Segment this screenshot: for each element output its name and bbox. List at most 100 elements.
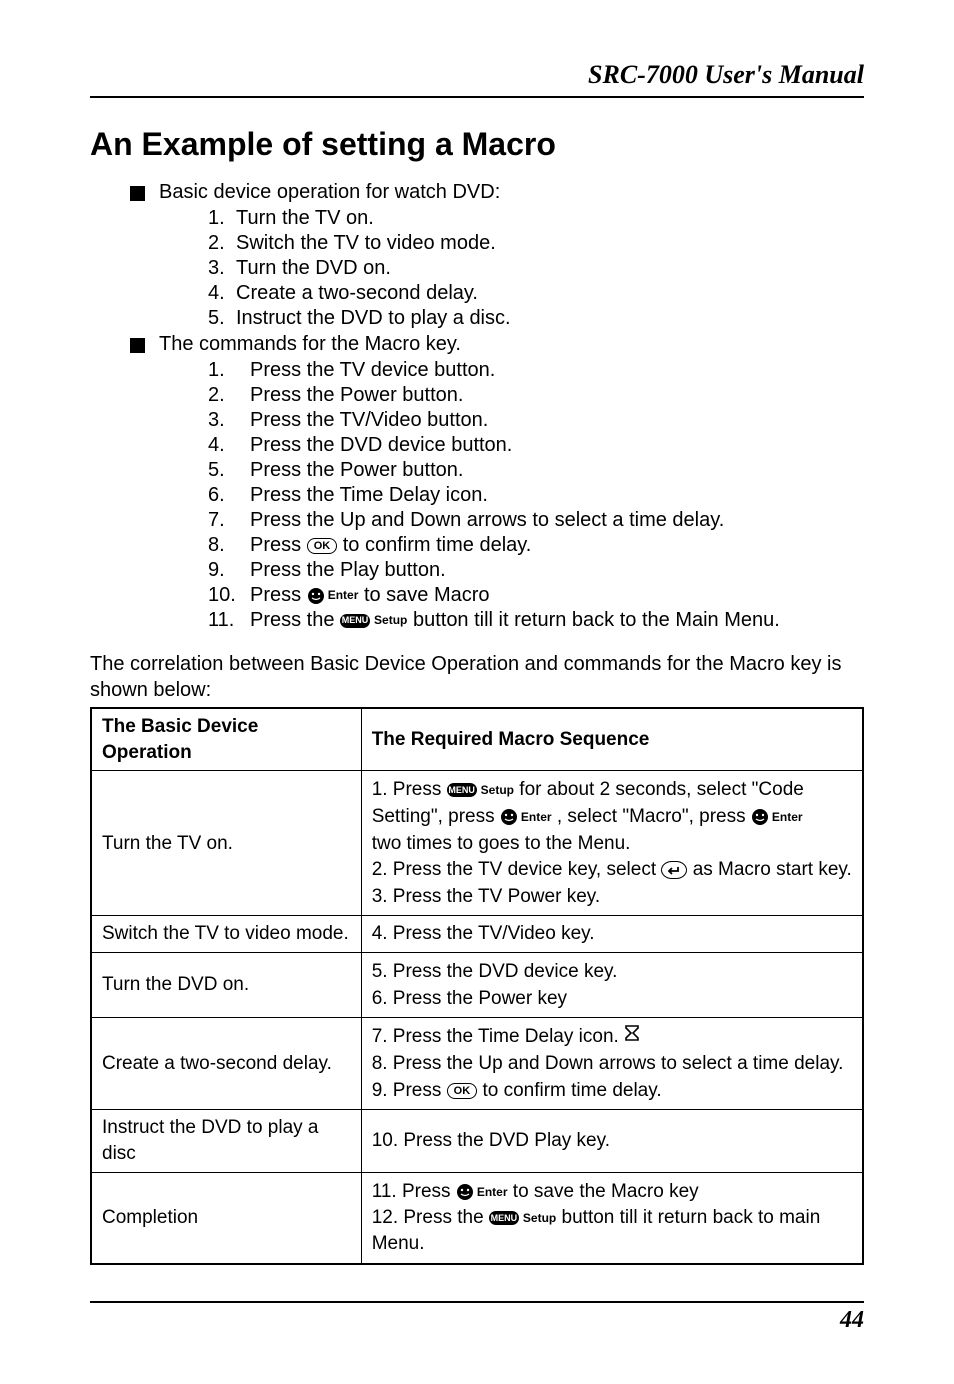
list-item: 2.Press the Power button. bbox=[208, 383, 864, 408]
macro-table: The Basic Device Operation The Required … bbox=[90, 707, 864, 1265]
commands-label-row: The commands for the Macro key. bbox=[130, 333, 864, 356]
list-item: 6.Press the Time Delay icon. bbox=[208, 483, 864, 508]
text: 3. Press the TV Power key. bbox=[372, 884, 852, 910]
cell-right: 10. Press the DVD Play key. bbox=[361, 1110, 863, 1172]
list-item: 4.Press the DVD device button. bbox=[208, 433, 864, 458]
menu-oval-icon: MENU bbox=[489, 1211, 519, 1225]
item-text: Press Enter to save Macro bbox=[250, 583, 490, 608]
text: to confirm time delay. bbox=[343, 534, 532, 556]
text: 5. Press the DVD device key. bbox=[372, 959, 852, 985]
table-row: Turn the DVD on. 5. Press the DVD device… bbox=[91, 953, 863, 1018]
menu-oval-icon: MENU bbox=[447, 783, 477, 797]
cell-left: Switch the TV to video mode. bbox=[91, 916, 361, 953]
list-item: 2.Switch the TV to video mode. bbox=[208, 231, 864, 256]
round-button-icon bbox=[456, 1183, 474, 1201]
cell-left: Turn the TV on. bbox=[91, 771, 361, 916]
basic-list: 1.Turn the TV on. 2.Switch the TV to vid… bbox=[208, 206, 864, 331]
text: 2. Press the TV device key, select bbox=[372, 859, 662, 880]
text: to confirm time delay. bbox=[482, 1080, 661, 1101]
cell-right: 7. Press the Time Delay icon. 8. Press t… bbox=[361, 1018, 863, 1110]
section-heading: An Example of setting a Macro bbox=[90, 126, 864, 163]
round-button-icon bbox=[751, 808, 769, 826]
basic-block: Basic device operation for watch DVD: 1.… bbox=[130, 181, 864, 633]
item-text: Press the Power button. bbox=[250, 458, 463, 483]
text: 12. Press the bbox=[372, 1207, 489, 1228]
menu-setup-icon: MENU Setup bbox=[340, 613, 407, 628]
return-arrow-icon bbox=[661, 861, 687, 879]
text: as Macro start key. bbox=[693, 859, 852, 880]
list-item: 10. Press Enter to save Macro bbox=[208, 583, 864, 608]
item-text: Press the MENU Setup button till it retu… bbox=[250, 608, 780, 633]
item-text: Press the TV device button. bbox=[250, 358, 495, 383]
table-row: Completion 11. Press Enter to save the M… bbox=[91, 1172, 863, 1263]
enter-icon: Enter bbox=[751, 808, 803, 826]
text: to save Macro bbox=[364, 584, 490, 606]
list-item: 11. Press the MENU Setup button till it … bbox=[208, 608, 864, 633]
round-button-icon bbox=[500, 808, 518, 826]
cell-right: 5. Press the DVD device key. 6. Press th… bbox=[361, 953, 863, 1018]
enter-label: Enter bbox=[521, 809, 552, 825]
list-item: 5.Press the Power button. bbox=[208, 458, 864, 483]
cell-left: Create a two-second delay. bbox=[91, 1018, 361, 1110]
text: button till it return back to the Main M… bbox=[413, 609, 780, 631]
text: Setting", press bbox=[372, 806, 500, 827]
text: 8. Press the Up and Down arrows to selec… bbox=[372, 1051, 852, 1077]
text: Press bbox=[250, 534, 307, 556]
square-bullet-icon bbox=[130, 338, 145, 353]
cell-left: Turn the DVD on. bbox=[91, 953, 361, 1018]
enter-label: Enter bbox=[328, 588, 359, 603]
page-number: 44 bbox=[90, 1307, 864, 1334]
item-text: Instruct the DVD to play a disc. bbox=[236, 306, 511, 331]
enter-icon: Enter bbox=[500, 808, 552, 826]
correlation-text: The correlation between Basic Device Ope… bbox=[90, 651, 864, 703]
setup-label: Setup bbox=[523, 1210, 556, 1226]
text: 7. Press the Time Delay icon. bbox=[372, 1026, 624, 1047]
text: to save the Macro key bbox=[513, 1181, 699, 1202]
ok-button-icon: OK bbox=[307, 538, 338, 554]
text: 1. Press bbox=[372, 779, 447, 800]
square-bullet-icon bbox=[130, 186, 145, 201]
list-item: 1.Turn the TV on. bbox=[208, 206, 864, 231]
table-row: Turn the TV on. 1. Press MENU Setup for … bbox=[91, 771, 863, 916]
item-text: Press OK to confirm time delay. bbox=[250, 533, 531, 558]
enter-label: Enter bbox=[772, 809, 803, 825]
manual-title: SRC-7000 User's Manual bbox=[90, 60, 864, 90]
item-text: Press the Power button. bbox=[250, 383, 463, 408]
list-item: 3.Turn the DVD on. bbox=[208, 256, 864, 281]
table-row: Create a two-second delay. 7. Press the … bbox=[91, 1018, 863, 1110]
text: Press the bbox=[250, 609, 340, 631]
page: SRC-7000 User's Manual An Example of set… bbox=[0, 0, 954, 1384]
text: two times to goes to the Menu. bbox=[372, 831, 852, 857]
text: for about 2 seconds, select "Code bbox=[519, 779, 804, 800]
footer-rule bbox=[90, 1301, 864, 1303]
round-button-icon bbox=[307, 587, 325, 605]
menu-oval-icon: MENU bbox=[340, 614, 370, 628]
cell-right: 4. Press the TV/Video key. bbox=[361, 916, 863, 953]
menu-setup-icon: MENU Setup bbox=[489, 1210, 556, 1226]
text: 6. Press the Power key bbox=[372, 986, 852, 1012]
enter-label: Enter bbox=[477, 1184, 508, 1200]
list-item: 4.Create a two-second delay. bbox=[208, 281, 864, 306]
table-header-row: The Basic Device Operation The Required … bbox=[91, 708, 863, 771]
text: Press bbox=[250, 584, 307, 606]
list-item: 9.Press the Play button. bbox=[208, 558, 864, 583]
col-right-header: The Required Macro Sequence bbox=[361, 708, 863, 771]
text: 9. Press bbox=[372, 1080, 447, 1101]
cell-left: Completion bbox=[91, 1172, 361, 1263]
list-item: 1.Press the TV device button. bbox=[208, 358, 864, 383]
hourglass-icon bbox=[624, 1024, 640, 1042]
enter-icon: Enter bbox=[456, 1183, 508, 1201]
menu-setup-icon: MENU Setup bbox=[447, 782, 514, 798]
list-item: 3.Press the TV/Video button. bbox=[208, 408, 864, 433]
col-left-header: The Basic Device Operation bbox=[91, 708, 361, 771]
cell-right: 11. Press Enter to save the Macro key 12… bbox=[361, 1172, 863, 1263]
cell-right: 1. Press MENU Setup for about 2 seconds,… bbox=[361, 771, 863, 916]
header-rule bbox=[90, 96, 864, 98]
cell-left: Instruct the DVD to play a disc bbox=[91, 1110, 361, 1172]
setup-label: Setup bbox=[374, 613, 407, 628]
list-item: 5.Instruct the DVD to play a disc. bbox=[208, 306, 864, 331]
basic-label: Basic device operation for watch DVD: bbox=[159, 181, 500, 204]
item-text: Press the Up and Down arrows to select a… bbox=[250, 508, 724, 533]
item-text: Press the Time Delay icon. bbox=[250, 483, 488, 508]
text: 11. Press bbox=[372, 1181, 456, 1202]
